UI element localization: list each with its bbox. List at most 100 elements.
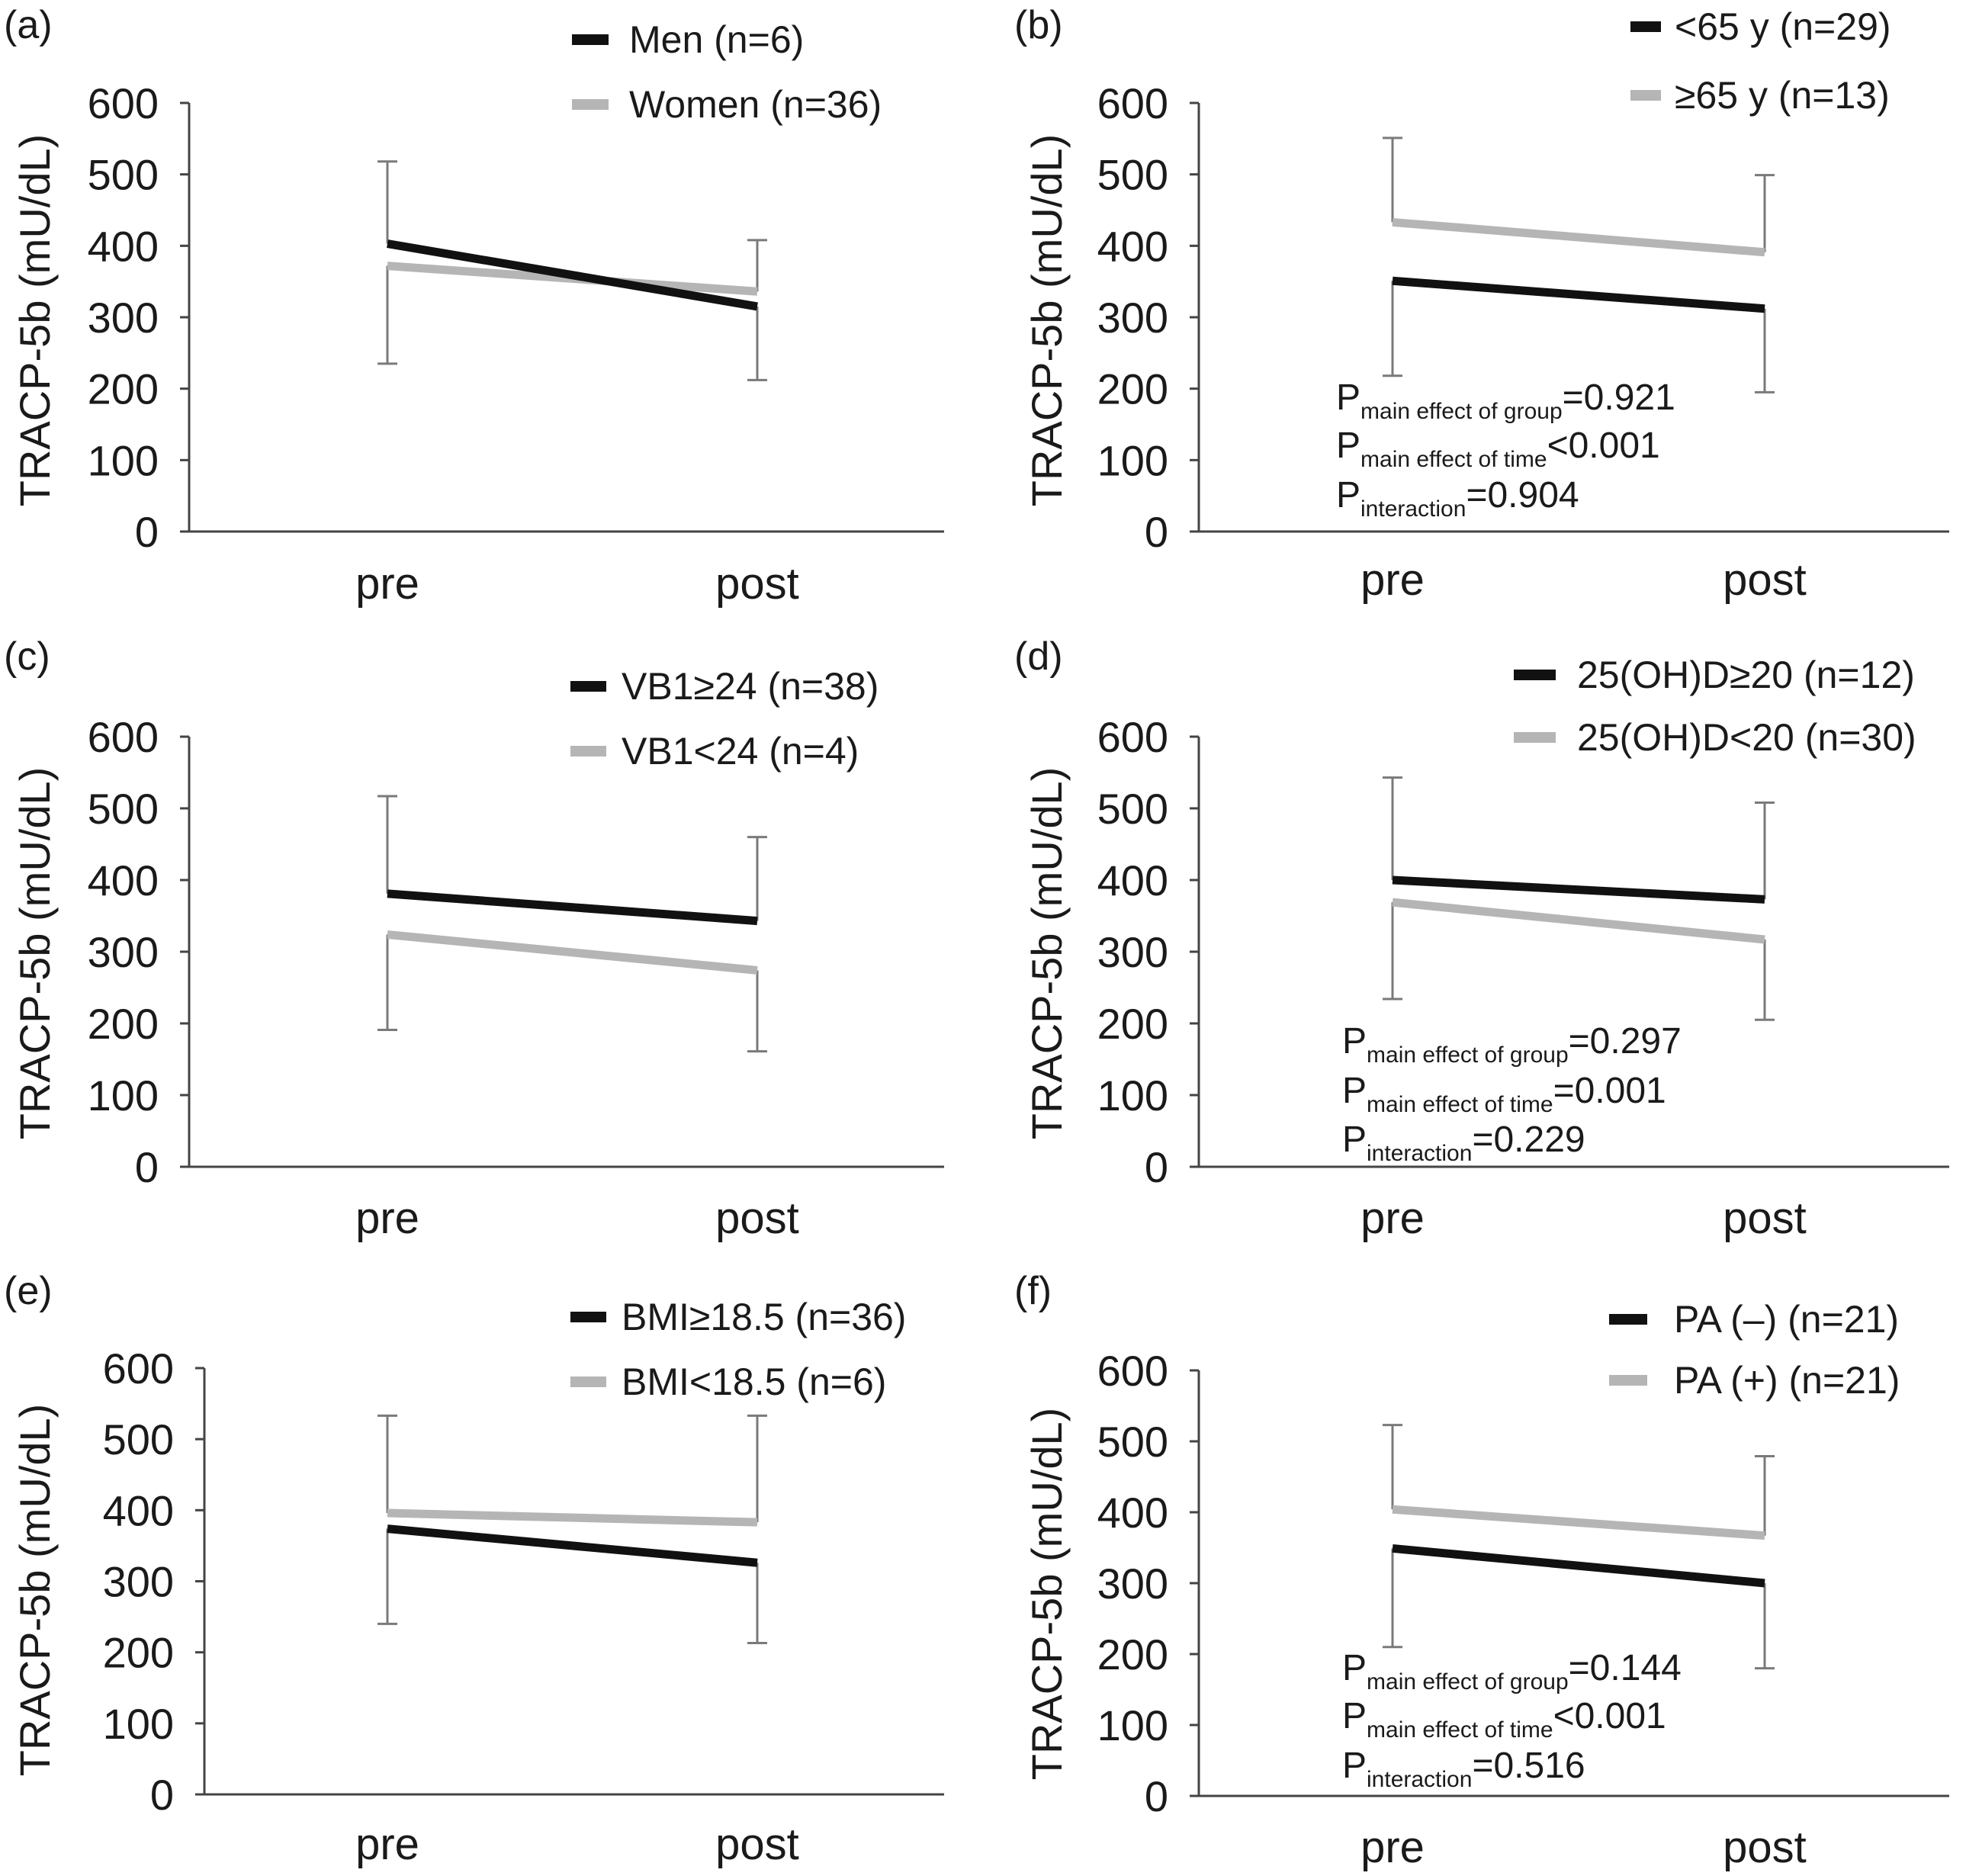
series-line-dark (387, 239, 758, 311)
stat-line: Pmain effect of time<0.001 (1342, 1696, 1666, 1743)
series-line-dark (387, 1524, 758, 1567)
y-tick-label: 500 (1097, 151, 1168, 199)
stat-line: Pinteraction=0.229 (1342, 1119, 1585, 1166)
y-tick-label: 0 (1145, 508, 1168, 556)
x-category-label: post (1723, 1193, 1807, 1243)
y-tick-label: 0 (1145, 1772, 1168, 1820)
x-category-label: pre (355, 1820, 419, 1869)
y-tick-label: 100 (103, 1700, 174, 1748)
y-tick-label: 400 (103, 1486, 174, 1534)
panel-label: (a) (4, 3, 53, 47)
y-tick-label: 200 (1097, 365, 1168, 413)
y-tick-label: 600 (1097, 713, 1168, 761)
legend-label: ≥65 y (n=13) (1675, 74, 1890, 117)
panel-label: (c) (4, 634, 50, 679)
y-axis-title: TRACP-5b (mU/dL) (11, 1404, 59, 1777)
y-axis-title: TRACP-5b (mU/dL) (11, 767, 59, 1140)
y-tick-label: 600 (88, 713, 159, 761)
stat-line: Pmain effect of time=0.001 (1342, 1071, 1666, 1117)
x-category-label: pre (1360, 1823, 1425, 1872)
series-line-dark (1392, 1544, 1765, 1588)
y-tick-label: 100 (1097, 436, 1168, 484)
series-line-light (1392, 898, 1765, 944)
x-category-label: post (715, 1193, 799, 1243)
y-tick-label: 500 (88, 151, 159, 199)
y-tick-label: 100 (88, 1071, 159, 1119)
chart-panel-b: (b) TRACP-5b (mU/dL) 0 100 200 300 400 500 600 pr… (1014, 3, 1949, 605)
y-tick-label: 200 (88, 365, 159, 413)
series-line-dark (1392, 276, 1765, 313)
legend-label: BMI≥18.5 (n=36) (622, 1296, 906, 1338)
stat-line: Pmain effect of group=0.921 (1336, 377, 1675, 424)
y-tick-label: 100 (88, 436, 159, 484)
y-tick-label: 300 (1097, 928, 1168, 976)
y-tick-label: 0 (135, 508, 159, 556)
x-category-label: pre (1360, 1193, 1425, 1243)
y-tick-label: 500 (1097, 785, 1168, 833)
y-tick-label: 400 (88, 222, 159, 270)
legend-label: <65 y (n=29) (1675, 5, 1891, 48)
y-tick-label: 400 (88, 856, 159, 904)
y-tick-label: 500 (1097, 1418, 1168, 1466)
series-line-light (1392, 217, 1765, 257)
y-axis-title: TRACP-5b (mU/dL) (1023, 1408, 1071, 1781)
x-category-label: post (1723, 555, 1807, 605)
series-line-dark (387, 889, 758, 926)
y-tick-label: 500 (88, 785, 159, 833)
chart-panel-f: (f) TRACP-5b (mU/dL) 0 100 200 300 400 500 600 pr… (1014, 1269, 1949, 1872)
legend-label: BMI<18.5 (n=6) (622, 1360, 886, 1403)
series-line-light (1392, 1505, 1765, 1540)
stat-line: Pmain effect of group=0.297 (1342, 1021, 1682, 1068)
legend-label: 25(OH)D<20 (n=30) (1577, 716, 1916, 759)
y-tick-label: 200 (1097, 1000, 1168, 1048)
y-tick-label: 100 (1097, 1071, 1168, 1119)
x-category-label: post (715, 1820, 799, 1869)
stat-line: Pinteraction=0.904 (1336, 475, 1579, 522)
y-tick-label: 600 (103, 1344, 174, 1393)
y-tick-label: 200 (1097, 1630, 1168, 1678)
series-line-light (387, 930, 758, 975)
y-tick-label: 400 (1097, 1489, 1168, 1537)
y-tick-label: 500 (103, 1415, 174, 1463)
y-tick-label: 0 (150, 1771, 174, 1819)
legend-label: 25(OH)D≥20 (n=12) (1577, 654, 1915, 696)
y-tick-label: 0 (135, 1143, 159, 1191)
stat-line: Pmain effect of time<0.001 (1336, 426, 1660, 472)
y-axis-title: TRACP-5b (mU/dL) (1023, 134, 1071, 507)
y-tick-label: 0 (1145, 1143, 1168, 1191)
y-tick-label: 300 (88, 928, 159, 976)
panel-label: (f) (1014, 1269, 1052, 1313)
chart-panel-c: (c) TRACP-5b (mU/dL) 0 100 200 300 400 500 600 pr… (4, 634, 944, 1243)
x-category-label: post (1723, 1823, 1807, 1872)
legend-label: VB1<24 (n=4) (622, 730, 859, 773)
panel-label: (d) (1014, 634, 1063, 679)
x-category-label: pre (1360, 555, 1425, 605)
legend-label: Men (n=6) (629, 18, 804, 61)
y-tick-label: 300 (1097, 1560, 1168, 1608)
y-tick-label: 600 (1097, 79, 1168, 127)
stat-line: Pinteraction=0.516 (1342, 1746, 1585, 1792)
chart-panel-e: (e) TRACP-5b (mU/dL) 0 100 200 300 400 500 600 pr… (4, 1269, 944, 1869)
panel-label: (e) (4, 1269, 53, 1313)
y-tick-label: 600 (88, 79, 159, 127)
x-category-label: pre (355, 1193, 419, 1243)
legend-label: PA (–) (n=21) (1674, 1298, 1899, 1341)
y-tick-label: 100 (1097, 1701, 1168, 1749)
panel-label: (b) (1014, 3, 1063, 47)
y-tick-label: 200 (88, 1000, 159, 1048)
y-axis-title: TRACP-5b (mU/dL) (11, 134, 59, 507)
y-tick-label: 300 (88, 294, 159, 342)
y-tick-label: 200 (103, 1629, 174, 1677)
y-tick-label: 300 (1097, 294, 1168, 342)
x-category-label: pre (355, 559, 419, 609)
y-tick-label: 600 (1097, 1347, 1168, 1395)
legend-label: Women (n=36) (629, 83, 882, 126)
series-line-light (387, 1508, 758, 1527)
chart-panel-a: (a) TRACP-5b (mU/dL) 0 100 200 300 400 500 600 pr… (4, 3, 944, 609)
y-tick-label: 300 (103, 1558, 174, 1606)
stat-line: Pmain effect of group=0.144 (1342, 1648, 1682, 1695)
series-line-dark (1392, 875, 1765, 904)
y-axis-title: TRACP-5b (mU/dL) (1023, 767, 1071, 1140)
legend-label: VB1≥24 (n=38) (622, 665, 879, 708)
